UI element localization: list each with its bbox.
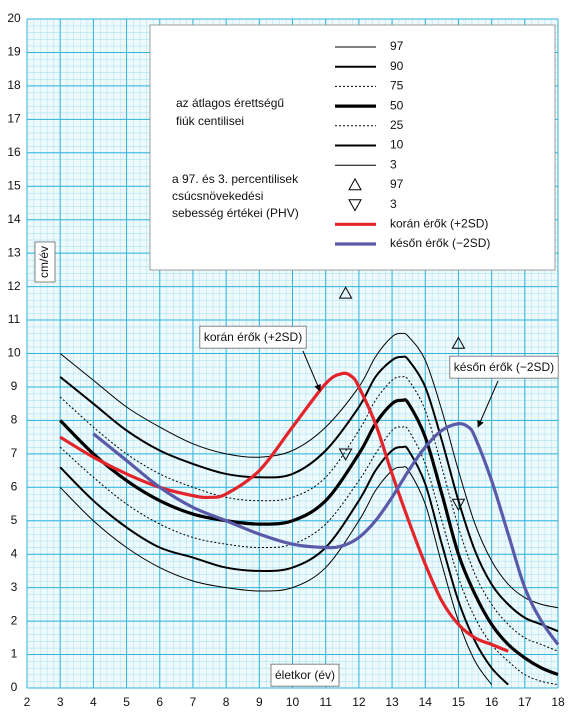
legend-label: 25 — [390, 118, 404, 132]
x-tick-label: 13 — [385, 695, 399, 709]
curve — [92, 422, 560, 646]
curve — [59, 425, 559, 686]
x-tick-label: 2 — [24, 695, 31, 709]
legend-note: a 97. és 3. percentilisek — [172, 172, 299, 186]
legend-box — [149, 24, 556, 271]
legend-label: 50 — [390, 98, 404, 112]
y-tick-label: 3 — [11, 580, 18, 594]
phv-marker — [451, 498, 466, 512]
annotation-arrow — [477, 380, 499, 428]
y-tick-label: 18 — [7, 78, 21, 92]
x-tick-label: 3 — [57, 695, 64, 709]
x-tick-label: 6 — [156, 695, 163, 709]
y-tick-label: 12 — [7, 279, 21, 293]
x-tick-label: 18 — [551, 695, 565, 709]
y-tick-label: 9 — [11, 379, 18, 393]
legend-label: 3 — [390, 157, 397, 171]
legend-label: 3 — [390, 197, 397, 211]
x-tick-label: 10 — [286, 695, 300, 709]
legend-note: csúcsnövekedési — [172, 189, 263, 203]
x-tick-label: 7 — [190, 695, 197, 709]
annotation: korán érők (+2SD) — [204, 330, 302, 344]
legend-label: korán érők (+2SD) — [390, 216, 488, 230]
x-tick-label: 16 — [485, 695, 499, 709]
x-tick-label: 9 — [256, 695, 263, 709]
phv-marker — [338, 286, 353, 299]
y-tick-label: 10 — [7, 346, 21, 360]
legend-label: 97 — [390, 39, 404, 53]
phv-marker — [338, 448, 353, 461]
y-tick-label: 4 — [11, 546, 18, 560]
legend-label: 10 — [390, 138, 404, 152]
label-box — [199, 325, 307, 349]
legend-note: fiúk centilisei — [176, 114, 244, 128]
x-tick-label: 11 — [319, 695, 332, 709]
y-tick-label: 11 — [8, 312, 21, 326]
y-tick-label: 0 — [11, 680, 18, 694]
legend-label: későn érők (−2SD) — [390, 236, 490, 250]
curve — [59, 332, 559, 609]
legend-symbol — [348, 199, 362, 212]
curve — [59, 398, 559, 677]
x-tick-label: 8 — [223, 695, 230, 709]
legend-symbol — [348, 177, 362, 191]
y-tick-label: 7 — [11, 446, 18, 460]
y-tick-label: 1 — [11, 647, 18, 661]
x-axis-label: életkor (év) — [275, 668, 335, 682]
y-tick-label: 15 — [7, 178, 21, 192]
x-tick-label: 14 — [419, 695, 433, 709]
legend-note: az átlagos érettségű — [176, 96, 284, 110]
curve — [59, 466, 493, 685]
y-tick-label: 17 — [7, 112, 21, 126]
y-tick-label: 5 — [11, 513, 18, 527]
curve — [59, 355, 559, 633]
x-tick-label: 4 — [90, 695, 97, 709]
x-tick-label: 12 — [352, 695, 366, 709]
x-tick-label: 15 — [452, 695, 466, 709]
label-box — [270, 663, 340, 687]
y-tick-label: 2 — [11, 613, 18, 627]
phv-marker — [451, 336, 466, 349]
annotation-arrow — [302, 350, 321, 392]
x-tick-label: 5 — [123, 695, 130, 709]
annotation: későn érők (−2SD) — [454, 360, 554, 374]
legend-label: 90 — [390, 59, 404, 73]
y-tick-label: 8 — [11, 413, 18, 427]
legend-label: 97 — [390, 177, 404, 191]
curve — [59, 371, 509, 653]
label-box — [449, 355, 559, 379]
y-tick-label: 20 — [7, 11, 21, 25]
curve — [59, 375, 559, 652]
y-tick-label: 14 — [7, 212, 21, 226]
y-axis-label: cm/év — [37, 246, 51, 278]
x-tick-label: 17 — [518, 695, 532, 709]
label-box — [34, 241, 56, 283]
legend-label: 75 — [390, 79, 404, 93]
y-tick-label: 6 — [11, 479, 18, 493]
y-tick-label: 13 — [7, 245, 21, 259]
y-tick-label: 16 — [7, 145, 21, 159]
y-tick-label: 19 — [7, 45, 21, 59]
legend-note: sebesség értékei (PHV) — [172, 206, 299, 220]
curve — [59, 445, 509, 686]
